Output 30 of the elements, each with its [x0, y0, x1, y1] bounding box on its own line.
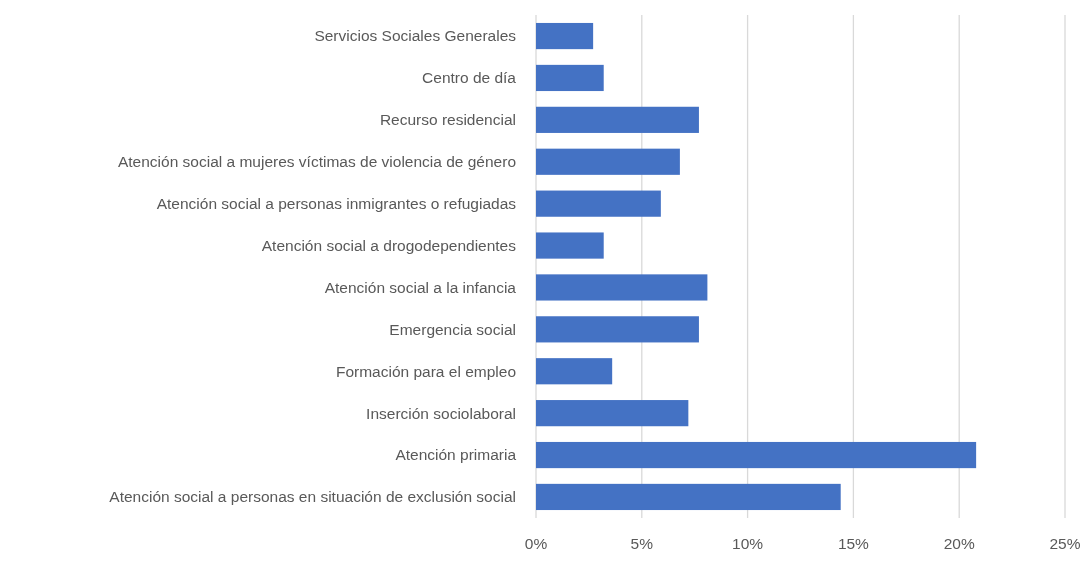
x-tick-label: 25%	[1049, 535, 1081, 552]
bar	[536, 358, 613, 385]
y-tick-label: Atención social a personas en situación de exclusión social	[109, 488, 516, 506]
x-tick-label: 10%	[732, 535, 764, 552]
x-tick-label: 5%	[630, 535, 654, 552]
y-tick-label: Atención social a personas inmigrantes o refugiadas	[156, 195, 517, 213]
y-tick-label: Emergencia social	[389, 320, 516, 338]
x-tick-label: 15%	[837, 535, 870, 552]
y-tick-label: Formación para el empleo	[335, 362, 516, 380]
x-tick-label: 0%	[524, 535, 548, 552]
x-tick-label: 20%	[943, 535, 975, 552]
bar	[536, 316, 699, 343]
bar	[536, 483, 841, 511]
y-tick-label: Atención social a mujeres víctimas de violencia de género	[117, 153, 516, 171]
y-tick-label: Inserción sociolaboral	[366, 404, 516, 422]
bar	[536, 274, 708, 301]
y-tick-label: Atención primaria	[395, 446, 517, 464]
bar	[536, 441, 977, 469]
bar	[536, 400, 689, 427]
bar	[536, 106, 699, 133]
y-tick-label: Atención social a drogodependientes	[261, 236, 517, 254]
bar	[536, 64, 604, 92]
bar	[536, 148, 680, 175]
y-tick-label: Centro de día	[422, 69, 517, 87]
bar	[536, 190, 661, 217]
bar	[536, 232, 604, 259]
y-tick-label: Recurso residencial	[379, 111, 516, 129]
bar	[536, 22, 594, 50]
y-tick-label: Atención social a la infancia	[324, 278, 517, 296]
y-tick-label: Servicios Sociales Generales	[314, 27, 517, 45]
